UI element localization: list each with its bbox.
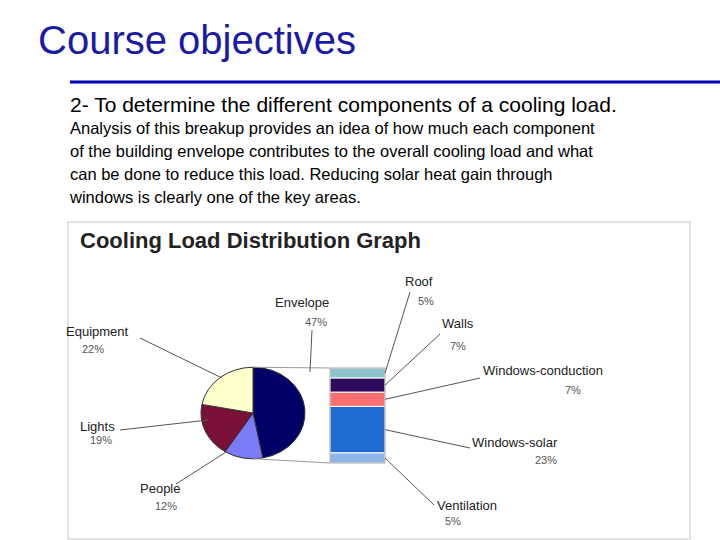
title-rule — [70, 81, 720, 84]
data-label: 47% — [305, 316, 327, 328]
leader-line — [310, 330, 312, 372]
category-label: Walls — [442, 316, 474, 331]
category-label: Roof — [405, 274, 433, 289]
body-text: Analysis of this breakup provides an ide… — [70, 119, 595, 137]
category-label: Windows-solar — [472, 435, 558, 450]
leader-line — [385, 378, 480, 399]
category-label: Envelope — [275, 295, 329, 310]
pie-slice — [253, 367, 305, 458]
heading: 2- To determine the different components… — [70, 93, 617, 116]
slide: Course objectives 2- To determine the dif… — [0, 0, 720, 540]
chart-frame — [68, 222, 690, 539]
data-label: 7% — [450, 340, 466, 352]
bar-segment — [330, 378, 385, 392]
category-label: Lights — [80, 419, 115, 434]
leader-line — [385, 430, 470, 448]
chart-title: Cooling Load Distribution Graph — [80, 228, 421, 253]
connector — [253, 459, 330, 463]
category-label: Windows-conduction — [483, 363, 603, 378]
body-text: can be done to reduce this load. Reducin… — [70, 165, 553, 183]
slide-title: Course objectives — [38, 18, 356, 62]
leader-line — [140, 338, 222, 378]
category-label: People — [140, 481, 180, 496]
leader-line — [120, 420, 208, 430]
leader-line — [385, 334, 440, 385]
bar-outline — [330, 368, 385, 463]
data-label: 22% — [82, 343, 104, 355]
data-label: 19% — [90, 434, 112, 446]
category-label: Ventilation — [437, 498, 497, 513]
body-text: windows is clearly one of the key areas. — [69, 188, 361, 206]
stacked-bar — [330, 368, 385, 463]
leader-line — [385, 292, 410, 373]
pie-slice — [202, 367, 253, 413]
leader-line — [385, 458, 434, 505]
bar-segment — [330, 453, 385, 463]
pie — [201, 367, 305, 459]
leader-line — [176, 452, 226, 484]
data-label: 5% — [418, 295, 434, 307]
bar-segment — [330, 392, 385, 406]
data-label: 5% — [445, 515, 461, 527]
bar-segment — [330, 406, 385, 452]
category-label: Equipment — [66, 324, 129, 339]
data-label: 7% — [565, 384, 581, 396]
bar-segment — [330, 368, 385, 378]
body-text: of the building envelope contributes to … — [70, 142, 593, 160]
connector — [253, 367, 330, 369]
data-label: 23% — [535, 454, 557, 466]
data-label: 12% — [155, 500, 177, 512]
